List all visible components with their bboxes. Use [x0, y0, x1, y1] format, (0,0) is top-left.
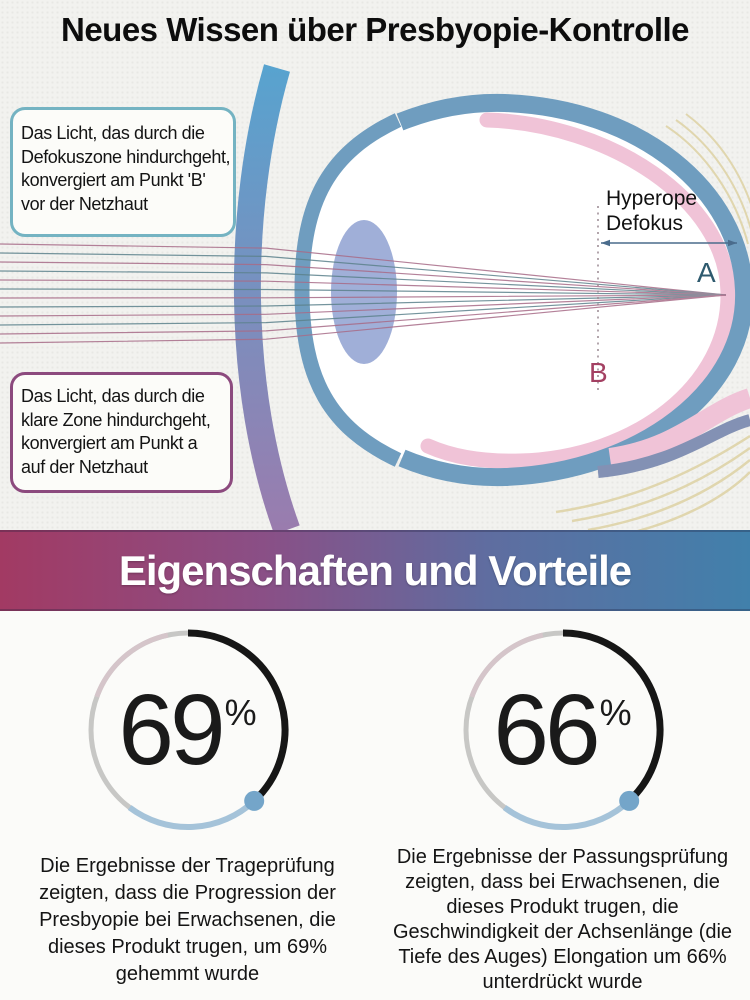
hyperopic-defocus-label: Hyperope Defokus — [606, 187, 698, 235]
ring-progress-dark — [187, 629, 288, 804]
banner-title: Eigenschaften und Vorteile — [118, 546, 632, 594]
eye-diagram-svg: A B — [0, 64, 750, 530]
stat-value-group: 69 % — [81, 623, 295, 837]
eye-interior — [302, 102, 745, 478]
stat-value: 66 — [493, 674, 600, 786]
ring-track-tint — [468, 632, 543, 698]
stat-card-fitting-test: 66 % Die Ergebnisse der Passungsprüfung z… — [375, 623, 750, 1000]
optic-outflow — [555, 388, 750, 530]
stat-value: 69 — [118, 674, 225, 786]
stat-description: Die Ergebnisse der Passungsprüfung zeigte… — [392, 846, 733, 993]
ring-progress-dark — [562, 629, 663, 804]
ring-progress-light — [127, 798, 256, 831]
sclera-band — [396, 93, 750, 487]
point-a-label: A — [697, 257, 716, 288]
contact-lens — [233, 64, 300, 530]
light-rays — [0, 243, 727, 344]
section-banner: Eigenschaften und Vorteile — [0, 530, 750, 611]
ring-marker-dot — [618, 790, 639, 811]
stat-unit: % — [224, 692, 257, 733]
title-bar: Neues Wissen über Presbyopie-Kontrolle — [0, 0, 750, 60]
stat-unit: % — [599, 692, 632, 733]
top-section: Neues Wissen über Presbyopie-Kontrolle — [0, 0, 750, 530]
retina-band — [420, 112, 736, 469]
callout-clear-zone: Das Licht, das durch die klare Zone hindu… — [10, 372, 233, 493]
progress-ring-69: 69 % — [81, 623, 295, 837]
callout-defocus-zone: Das Licht, das durch die Defokuszone hind… — [10, 107, 236, 237]
progress-ring-svg — [463, 629, 663, 831]
stat-value-group: 66 % — [456, 623, 670, 837]
ring-progress-light — [502, 798, 631, 831]
page-title: Neues Wissen über Presbyopie-Kontrolle — [60, 11, 690, 48]
progress-ring-svg — [88, 629, 288, 831]
ring-marker-dot — [243, 790, 264, 811]
eye-diagram: A B Das Licht, das durch die Defokuszone … — [0, 60, 750, 530]
stats-section: 69 % Die Ergebnisse der Trageprüfung zeig… — [0, 611, 750, 1000]
defocus-measure-arrow — [601, 239, 737, 247]
stat-description: Die Ergebnisse der Trageprüfung zeigten, … — [39, 855, 336, 985]
crystalline-lens — [331, 220, 397, 364]
stat-card-wear-test: 69 % Die Ergebnisse der Trageprüfung zeig… — [0, 623, 375, 1000]
point-b-label: B — [589, 357, 608, 388]
ring-track-tint — [93, 632, 168, 698]
progress-ring-66: 66 % — [456, 623, 670, 837]
